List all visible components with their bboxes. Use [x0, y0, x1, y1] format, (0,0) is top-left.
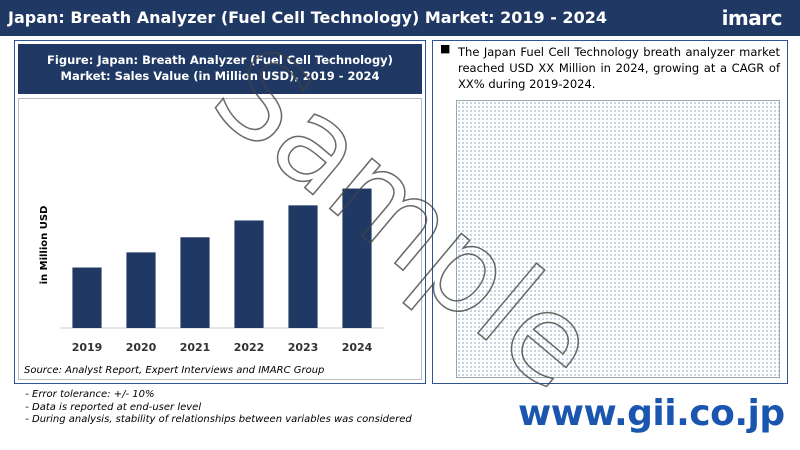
note: Error tolerance: +/- 10%	[32, 389, 412, 402]
chart-panel	[14, 40, 426, 384]
x-tick-label: 2024	[342, 341, 373, 354]
note: During analysis, stability of relationsh…	[32, 414, 412, 427]
chart-frame	[18, 98, 422, 380]
logo: imarc	[721, 6, 783, 30]
note: Data is reported at end-user level	[32, 402, 412, 415]
x-tick-label: 2020	[126, 341, 157, 354]
summary-panel	[432, 40, 788, 384]
bar	[342, 188, 372, 328]
header	[0, 0, 800, 36]
x-tick-label: 2023	[288, 341, 319, 354]
summary: The Japan Fuel Cell Technology breath an…	[458, 45, 780, 92]
bar	[72, 267, 102, 328]
x-tick-label: 2019	[72, 341, 103, 354]
x-tick-label: 2022	[234, 341, 265, 354]
page-title: Japan: Breath Analyzer (Fuel Cell Techno…	[8, 8, 607, 27]
bar	[234, 220, 264, 328]
bar	[180, 237, 210, 328]
x-tick-label: 2021	[180, 341, 211, 354]
notes: Error tolerance: +/- 10% Data is reporte…	[20, 389, 412, 427]
chart-title: Figure: Japan: Breath Analyzer (Fuel Cel…	[18, 44, 422, 94]
url: www.gii.co.jp	[518, 393, 785, 434]
bar	[126, 252, 156, 328]
bullet: ■	[440, 42, 451, 55]
bar	[288, 205, 318, 328]
source: Source: Analyst Report, Expert Interview…	[24, 365, 325, 376]
y-axis-label: in Million USD	[39, 206, 50, 285]
placeholder-box	[456, 100, 780, 378]
